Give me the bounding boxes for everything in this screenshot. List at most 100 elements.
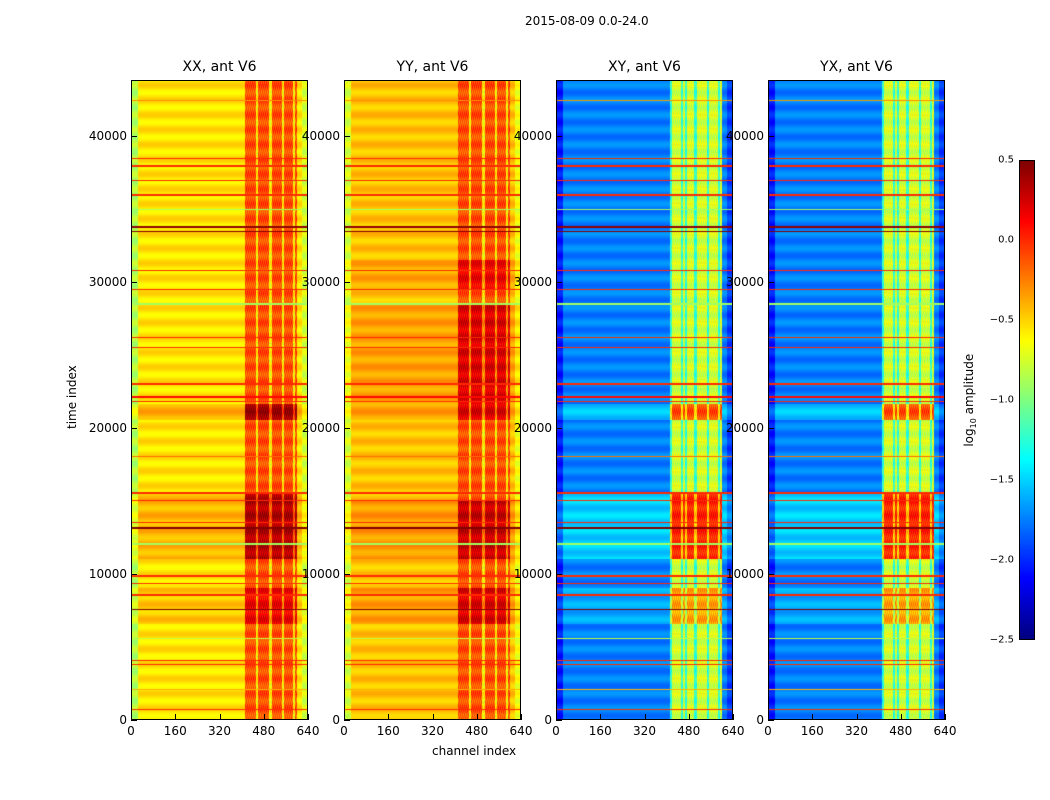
x-tick-label: 0 (127, 724, 135, 738)
y-tick-label: 0 (756, 713, 764, 727)
y-tick (131, 573, 137, 575)
figure-title: 2015-08-09 0.0-24.0 (525, 14, 649, 28)
y-tick (768, 573, 774, 575)
x-tick (308, 714, 309, 720)
x-tick-label: 160 (588, 724, 612, 738)
y-tick-label: 30000 (301, 274, 340, 289)
y-tick-label: 30000 (725, 274, 764, 289)
x-tick-label: 480 (252, 724, 276, 738)
colorbar (1019, 160, 1035, 640)
x-tick (131, 714, 132, 720)
y-tick-label: 20000 (88, 420, 127, 435)
y-tick (131, 720, 137, 721)
x-tick (263, 714, 265, 720)
x-tick-label: 320 (208, 724, 231, 738)
x-tick (600, 714, 602, 720)
y-tick-label: 20000 (513, 420, 552, 435)
x-tick (432, 714, 434, 720)
colorbar-tick-label: −2.5 (989, 634, 1014, 646)
y-tick (344, 135, 350, 137)
heatmap-cells (769, 81, 944, 719)
colorbar-tick-label: −1.5 (989, 474, 1014, 486)
x-tick-label: 160 (163, 724, 187, 738)
y-tick-label: 30000 (88, 274, 127, 289)
y-tick (344, 427, 350, 429)
x-tick (521, 714, 522, 720)
y-tick (131, 135, 137, 137)
x-tick-label: 160 (376, 724, 400, 738)
colorbar-tick-label: −2.0 (989, 554, 1014, 566)
x-tick-label: 480 (465, 724, 489, 738)
y-tick-label: 0 (332, 713, 340, 727)
heatmap-panel (344, 80, 521, 720)
y-tick (344, 720, 350, 721)
x-tick (856, 714, 858, 720)
x-tick-label: 320 (421, 724, 444, 738)
heatmap-cells (132, 81, 307, 719)
heatmap-cells (345, 81, 520, 719)
y-tick-label: 40000 (301, 128, 340, 143)
x-tick-label: 0 (552, 724, 560, 738)
panel-title: YX, ant V6 (820, 59, 893, 75)
y-tick-label: 20000 (725, 420, 764, 435)
y-tick-label: 0 (544, 713, 552, 727)
y-tick (131, 281, 137, 283)
y-tick (556, 720, 562, 721)
heatmap-panel (131, 80, 308, 720)
y-tick (768, 135, 774, 137)
x-tick (900, 714, 902, 720)
x-tick (388, 714, 390, 720)
colorbar-label: log10 amplitude (961, 353, 979, 447)
y-tick-label: 10000 (513, 566, 552, 581)
y-tick (556, 135, 562, 137)
y-tick (768, 720, 774, 721)
x-tick (688, 714, 690, 720)
y-tick (768, 427, 774, 429)
x-tick-label: 640 (509, 724, 533, 738)
x-tick (219, 714, 221, 720)
x-tick-label: 480 (889, 724, 913, 738)
y-axis-label: time index (65, 365, 79, 429)
x-tick-label: 160 (800, 724, 824, 738)
x-tick (768, 714, 769, 720)
y-tick-label: 40000 (513, 128, 552, 143)
x-tick (344, 714, 345, 720)
colorbar-tick-label: 0.5 (998, 154, 1014, 166)
x-tick (644, 714, 646, 720)
y-tick-label: 0 (119, 713, 127, 727)
y-tick-label: 40000 (725, 128, 764, 143)
colorbar-tick-label: −1.0 (989, 394, 1014, 406)
y-tick-label: 30000 (513, 274, 552, 289)
y-tick (344, 281, 350, 283)
y-tick (556, 573, 562, 575)
colorbar-tick-label: 0.0 (998, 234, 1014, 246)
x-tick (175, 714, 177, 720)
x-tick-label: 0 (764, 724, 772, 738)
y-tick-label: 10000 (301, 566, 340, 581)
heatmap-cells (557, 81, 732, 719)
x-tick-label: 640 (296, 724, 320, 738)
y-tick (768, 281, 774, 283)
x-tick-label: 0 (340, 724, 348, 738)
y-tick (556, 281, 562, 283)
x-tick-label: 640 (721, 724, 745, 738)
y-tick-label: 20000 (301, 420, 340, 435)
panel-title: YY, ant V6 (396, 59, 469, 75)
panel-title: XY, ant V6 (608, 59, 681, 75)
y-tick (556, 427, 562, 429)
x-tick (945, 714, 946, 720)
x-tick (733, 714, 734, 720)
x-tick (556, 714, 557, 720)
x-tick-label: 320 (845, 724, 868, 738)
panel-title: XX, ant V6 (182, 59, 257, 75)
colorbar-tick-label: −0.5 (989, 314, 1014, 326)
x-tick (812, 714, 814, 720)
y-tick (131, 427, 137, 429)
y-tick-label: 10000 (88, 566, 127, 581)
x-tick-label: 640 (933, 724, 957, 738)
x-axis-label: channel index (432, 744, 517, 758)
x-tick-label: 320 (633, 724, 656, 738)
y-tick-label: 40000 (88, 128, 127, 143)
y-tick-label: 10000 (725, 566, 764, 581)
